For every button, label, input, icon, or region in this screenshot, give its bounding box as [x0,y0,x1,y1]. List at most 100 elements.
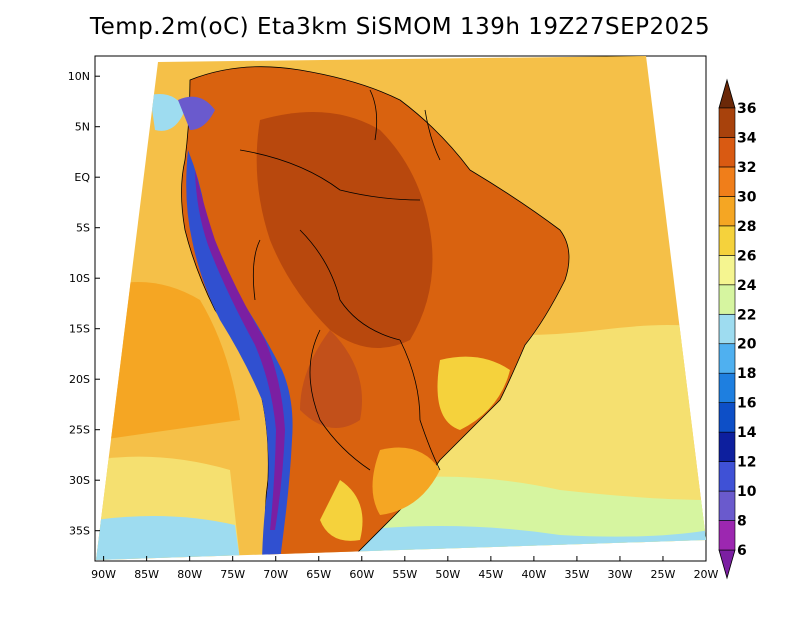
colorbar-label: 30 [737,189,757,205]
colorbar-label: 26 [737,248,756,264]
lon-tick: 85W [134,556,159,581]
colorbar-label: 32 [737,160,756,176]
lon-tick-label: 65W [306,568,331,581]
lat-tick: EQ [74,171,100,184]
lat-tick-label: 10S [69,272,90,285]
colorbar-label: 8 [737,514,747,530]
lon-tick-label: 85W [134,568,159,581]
country-borders [239,89,441,471]
lat-tick: 10S [69,272,100,285]
colorbar: 6 8 10 12 14 16 18 20 22 24 26 28 30 32 34 36 [718,78,757,580]
pacific-warm [96,282,240,440]
lat-tick: 5N [75,121,100,134]
south-brazil-warm [372,447,440,515]
longitude-axis: 90W 85W 80W 75W 70W 65W 60W 55W 50W 45W 40W 35W 30W 2… [91,556,719,581]
north-andes-cold [178,96,215,130]
lat-tick: 35S [69,525,100,538]
colorbar-label: 14 [737,425,757,441]
lat-tick: 10N [68,70,100,83]
lon-tick: 55W [392,556,417,581]
colorbar-label: 12 [737,455,756,471]
amazon-hot-core [256,112,433,348]
colorbar-swatch [718,313,736,345]
lat-tick: 15S [69,323,100,336]
lon-tick-label: 50W [435,568,460,581]
colorbar-swatch [718,166,736,197]
lat-tick: 20S [69,373,100,386]
pampas-cooler [320,480,363,541]
colorbar-swatch [718,225,736,256]
chaco-hot [300,330,362,428]
colorbar-label: 16 [737,396,756,412]
lon-tick: 30W [608,556,633,581]
colorbar-min-arrow [718,549,736,580]
colorbar-label: 20 [737,337,757,353]
colorbar-swatch [718,402,736,433]
colorbar-swatch [718,461,736,492]
lon-tick: 40W [521,556,546,581]
lon-tick-label: 55W [392,568,417,581]
lat-tick-label: 5N [75,121,90,134]
lon-tick: 25W [651,556,676,581]
colorbar-label: 18 [737,366,756,382]
colorbar-swatch [718,431,736,462]
lon-tick: 80W [177,556,202,581]
lon-tick-label: 40W [521,568,546,581]
lat-tick-label: EQ [74,171,90,184]
lon-tick: 70W [263,556,288,581]
pacific-cool-patch [150,94,185,131]
lon-tick-label: 35W [564,568,589,581]
colorbar-swatch [718,107,736,138]
lat-tick: 25S [69,424,100,437]
colorbar-swatch [718,520,736,551]
pacific-south-coldest [96,516,240,560]
lat-tick-label: 35S [69,525,90,538]
colorbar-label: 28 [737,219,756,235]
colorbar-swatch [718,196,736,227]
lon-tick-label: 90W [91,568,116,581]
colorbar-swatch [718,284,736,315]
colorbar-label: 6 [737,543,747,559]
colorbar-swatch [718,137,736,168]
lon-tick-label: 45W [478,568,503,581]
andes-coldest [195,170,285,530]
colorbar-swatch [718,343,736,374]
lat-tick-label: 20S [69,373,90,386]
lon-tick: 50W [435,556,460,581]
lat-tick-label: 15S [69,323,90,336]
lon-tick: 60W [349,556,374,581]
lat-tick-label: 25S [69,424,90,437]
lon-tick: 90W [91,556,116,581]
temperature-field [96,56,706,560]
lon-tick-label: 25W [651,568,676,581]
lon-tick: 45W [478,556,503,581]
lon-tick-label: 20W [694,568,719,581]
lon-tick-label: 60W [349,568,374,581]
colorbar-label: 36 [737,101,756,117]
lon-tick-label: 30W [608,568,633,581]
lon-tick: 35W [564,556,589,581]
colorbar-swatch [718,255,736,286]
lat-tick-label: 5S [76,222,90,235]
lon-tick-label: 70W [263,568,288,581]
lat-tick: 5S [76,222,100,235]
lon-tick: 20W [694,556,719,581]
colorbar-max-arrow [718,78,736,109]
colorbar-swatch [718,372,736,403]
lon-tick-label: 75W [220,568,245,581]
colorbar-swatch [718,490,736,521]
latitude-axis: 10N 5N EQ 5S 10S 15S 20S 25S 30S 35S [68,70,100,538]
colorbar-label: 34 [737,130,757,146]
lon-tick: 75W [220,556,245,581]
lat-tick-label: 10N [68,70,90,83]
lat-tick: 30S [69,474,100,487]
colorbar-label: 24 [737,278,757,294]
lon-tick-label: 80W [177,568,202,581]
lat-tick-label: 30S [69,474,90,487]
map-title: Temp.2m(oC) Eta3km SiSMOM 139h 19Z27SEP2… [89,14,711,40]
southeast-brazil-cooler [437,356,510,430]
colorbar-label: 10 [737,484,757,500]
lon-tick: 65W [306,556,331,581]
colorbar-label: 22 [737,307,756,323]
